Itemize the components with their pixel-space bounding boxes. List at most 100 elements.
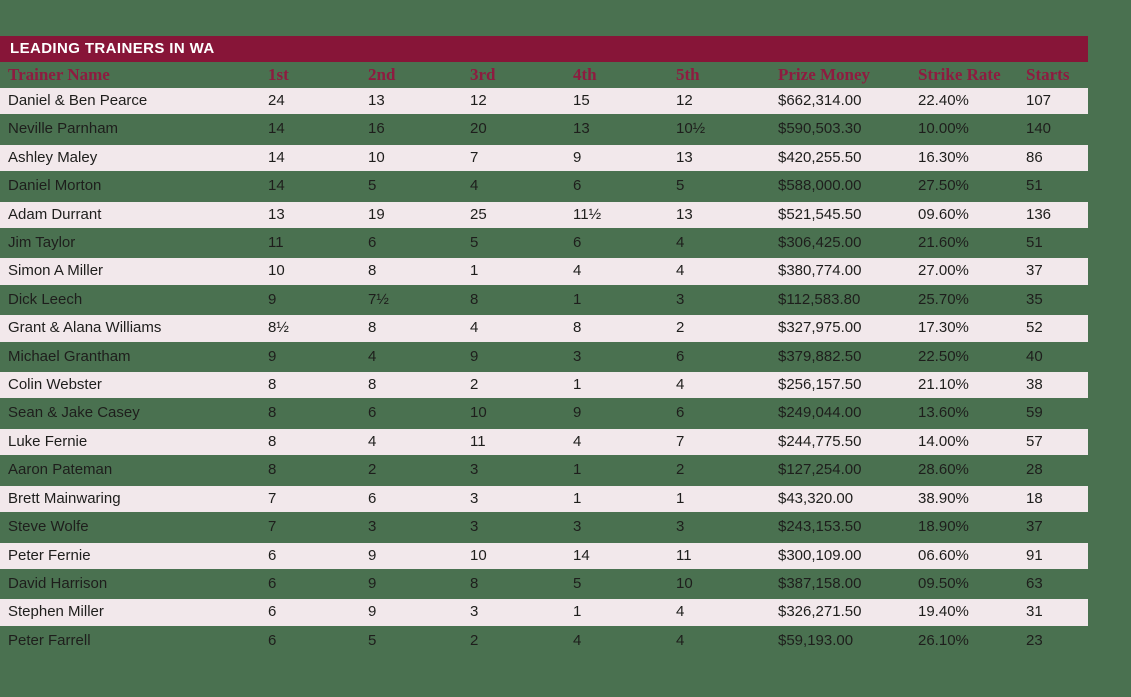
stat-cell: 4 xyxy=(573,432,582,450)
stat-cell: 7 xyxy=(268,489,277,507)
stat-cell: 21.10% xyxy=(918,376,969,394)
stat-cell: 5 xyxy=(368,631,377,649)
stat-cell: $243,153.50 xyxy=(778,518,862,536)
stat-cell: 22.50% xyxy=(918,347,969,365)
stat-cell: $300,109.00 xyxy=(778,546,862,564)
stat-cell: 09.60% xyxy=(918,205,969,223)
stat-cell: 13 xyxy=(676,148,693,166)
stat-cell: 7 xyxy=(268,518,277,536)
stat-cell: 4 xyxy=(573,262,582,280)
table-row: Adam Durrant 13 19 25 11½ 13 $521,545.50 09.60%… xyxy=(0,201,1088,229)
stat-cell: 16.30% xyxy=(918,148,969,166)
table-row: Sean & Jake Casey 8 6 10 9 6 $249,044.00 13.60%… xyxy=(0,400,1088,426)
stat-cell: 6 xyxy=(268,603,277,621)
stat-cell: 28 xyxy=(1026,461,1043,479)
stat-cell: 1 xyxy=(573,489,582,507)
stat-cell: 9 xyxy=(573,404,582,422)
stat-cell: 136 xyxy=(1026,205,1052,223)
stat-cell: $244,775.50 xyxy=(778,432,862,450)
stat-cell: 21.60% xyxy=(918,234,969,252)
stat-cell: 6 xyxy=(368,404,377,422)
stat-cell: 3 xyxy=(573,518,582,536)
stat-cell: 13 xyxy=(573,120,590,138)
table-row: Aaron Pateman 8 2 3 1 2 $127,254.00 28.60% 28 xyxy=(0,457,1088,483)
stat-cell: $380,774.00 xyxy=(778,262,862,280)
stat-cell: 4 xyxy=(470,177,479,195)
stat-cell: $249,044.00 xyxy=(778,404,862,422)
stat-cell: 16 xyxy=(368,120,385,138)
stat-cell: 8 xyxy=(268,404,277,422)
stat-cell: 6 xyxy=(268,574,277,592)
stat-cell: 25.70% xyxy=(918,290,969,308)
stat-cell: 24 xyxy=(268,92,285,109)
stat-cell: 8 xyxy=(268,461,277,479)
column-header-5th: 5th xyxy=(676,65,700,84)
table-row: Luke Fernie 8 4 11 4 7 $244,775.50 14.00% 57 xyxy=(0,428,1088,456)
stat-cell: 140 xyxy=(1026,120,1052,138)
trainer-name-cell: Aaron Pateman xyxy=(8,461,113,479)
table-row: Grant & Alana Williams 8½ 8 4 8 2 $327,975.00 1… xyxy=(0,315,1088,342)
stat-cell: 6 xyxy=(268,631,277,649)
stat-cell: 14 xyxy=(268,120,285,138)
stat-cell: 4 xyxy=(470,319,479,337)
stat-cell: 17.30% xyxy=(918,319,969,337)
stat-cell: 09.50% xyxy=(918,574,969,592)
stat-cell: 25 xyxy=(470,205,487,223)
stat-cell: 4 xyxy=(676,234,685,252)
stat-cell: 14 xyxy=(268,177,285,195)
stat-cell: $256,157.50 xyxy=(778,376,862,394)
stat-cell: 6 xyxy=(573,234,582,252)
stat-cell: 1 xyxy=(676,489,685,507)
trainer-name-cell: Luke Fernie xyxy=(8,432,88,450)
stat-cell: 28.60% xyxy=(918,461,969,479)
panel-title: LEADING TRAINERS IN WA xyxy=(10,40,215,57)
stat-cell: 6 xyxy=(573,177,582,195)
stat-cell: 10 xyxy=(470,546,487,564)
stat-cell: 20 xyxy=(470,120,487,138)
table-row: Michael Grantham 9 4 9 3 6 $379,882.50 22.50% 40 xyxy=(0,344,1088,370)
stat-cell: 3 xyxy=(676,290,685,308)
stat-cell: 40 xyxy=(1026,347,1043,365)
stat-cell: 1 xyxy=(573,461,582,479)
stat-cell: $59,193.00 xyxy=(778,631,854,649)
column-header-4th: 4th xyxy=(573,65,597,84)
column-header-prize-money: Prize Money xyxy=(778,65,871,84)
stat-cell: 1 xyxy=(573,603,582,621)
stat-cell: 9 xyxy=(368,574,377,592)
trainer-name-cell: Neville Parnham xyxy=(8,120,119,138)
trainer-name-cell: Steve Wolfe xyxy=(8,518,89,536)
trainer-name-cell: Sean & Jake Casey xyxy=(8,404,140,422)
table-row: Peter Farrell 6 5 2 4 4 $59,193.00 26.10% 23 xyxy=(0,628,1088,654)
stat-cell: 51 xyxy=(1026,177,1043,195)
stat-cell: 31 xyxy=(1026,603,1043,621)
stat-cell: $387,158.00 xyxy=(778,574,862,592)
stat-cell: 23 xyxy=(1026,631,1043,649)
stat-cell: 9 xyxy=(268,347,277,365)
stat-cell: 2 xyxy=(368,461,377,479)
trainer-name-cell: Stephen Miller xyxy=(8,603,104,621)
stat-cell: 8 xyxy=(368,262,377,280)
stat-cell: $662,314.00 xyxy=(778,92,862,109)
table-row: Steve Wolfe 7 3 3 3 3 $243,153.50 18.90% 37 xyxy=(0,514,1088,540)
column-header-trainer-name: Trainer Name xyxy=(8,65,110,84)
stat-cell: 13 xyxy=(676,205,693,223)
table-row: Stephen Miller 6 9 3 1 4 $326,271.50 19.40% 31 xyxy=(0,599,1088,626)
stat-cell: 1 xyxy=(573,290,582,308)
stat-cell: 18 xyxy=(1026,489,1043,507)
stat-cell: 10 xyxy=(470,404,487,422)
stat-cell: 8 xyxy=(368,319,377,337)
stat-cell: 38 xyxy=(1026,376,1043,394)
stat-cell: $588,000.00 xyxy=(778,177,862,195)
stat-cell: 4 xyxy=(368,347,377,365)
stat-cell: 11 xyxy=(676,546,692,564)
stat-cell: 4 xyxy=(676,376,685,394)
stat-cell: 26.10% xyxy=(918,631,969,649)
stat-cell: 91 xyxy=(1026,546,1043,564)
table-row: Simon A Miller 10 8 1 4 4 $380,774.00 27.00% 37 xyxy=(0,258,1088,285)
trainer-name-cell: Ashley Maley xyxy=(8,148,98,166)
stat-cell: 8 xyxy=(573,319,582,337)
stat-cell: 3 xyxy=(470,518,479,536)
stat-cell: $112,583.80 xyxy=(778,290,861,308)
panel-title-bar: LEADING TRAINERS IN WA xyxy=(0,36,1088,62)
stat-cell: 14.00% xyxy=(918,432,969,450)
